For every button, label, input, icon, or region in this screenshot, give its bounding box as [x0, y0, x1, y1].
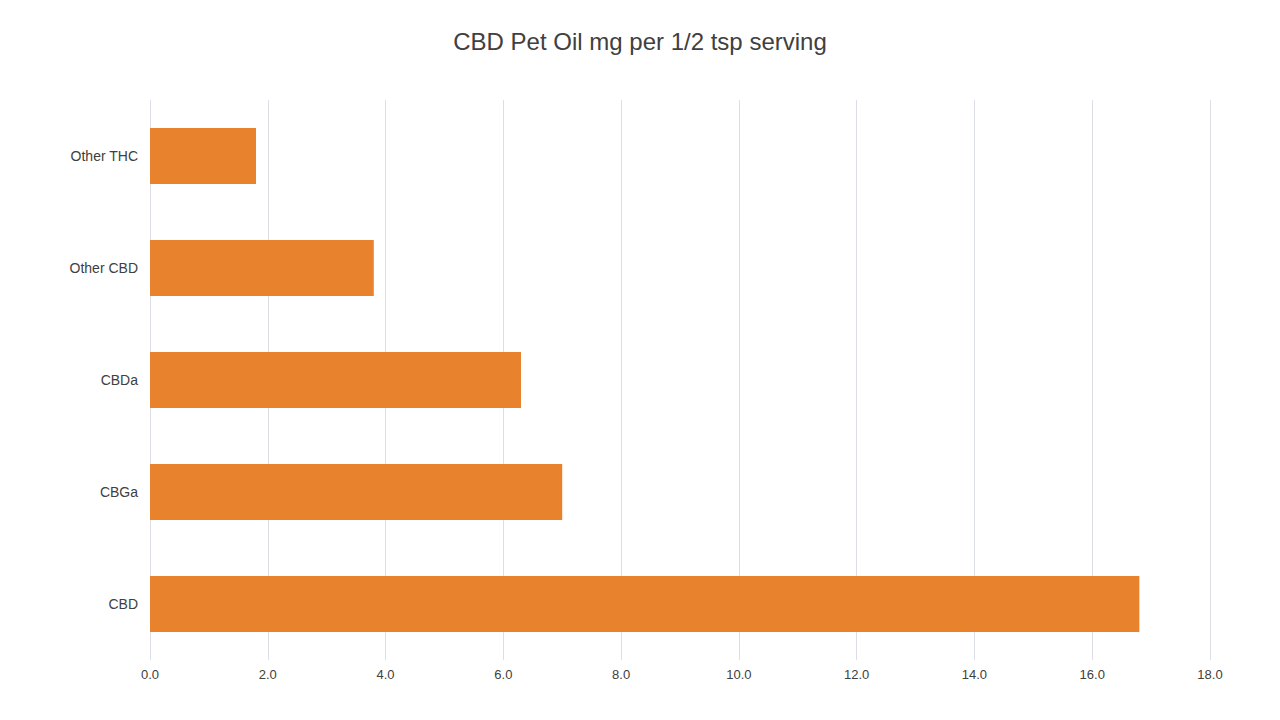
svg-text:4.0: 4.0 — [377, 667, 395, 682]
svg-text:18.0: 18.0 — [1197, 667, 1222, 682]
svg-text:12.0: 12.0 — [844, 667, 869, 682]
svg-text:2.0: 2.0 — [259, 667, 277, 682]
svg-text:CBD Pet Oil mg per 1/2 tsp ser: CBD Pet Oil mg per 1/2 tsp serving — [453, 28, 826, 55]
svg-text:8.0: 8.0 — [612, 667, 630, 682]
svg-text:Other CBD: Other CBD — [70, 260, 138, 276]
svg-text:10.0: 10.0 — [726, 667, 751, 682]
svg-text:0.0: 0.0 — [141, 667, 159, 682]
svg-text:CBD: CBD — [108, 596, 138, 612]
svg-text:6.0: 6.0 — [494, 667, 512, 682]
svg-text:14.0: 14.0 — [962, 667, 987, 682]
svg-text:CBDa: CBDa — [101, 372, 139, 388]
svg-text:16.0: 16.0 — [1080, 667, 1105, 682]
svg-text:CBGa: CBGa — [100, 484, 138, 500]
svg-text:Other THC: Other THC — [71, 148, 138, 164]
